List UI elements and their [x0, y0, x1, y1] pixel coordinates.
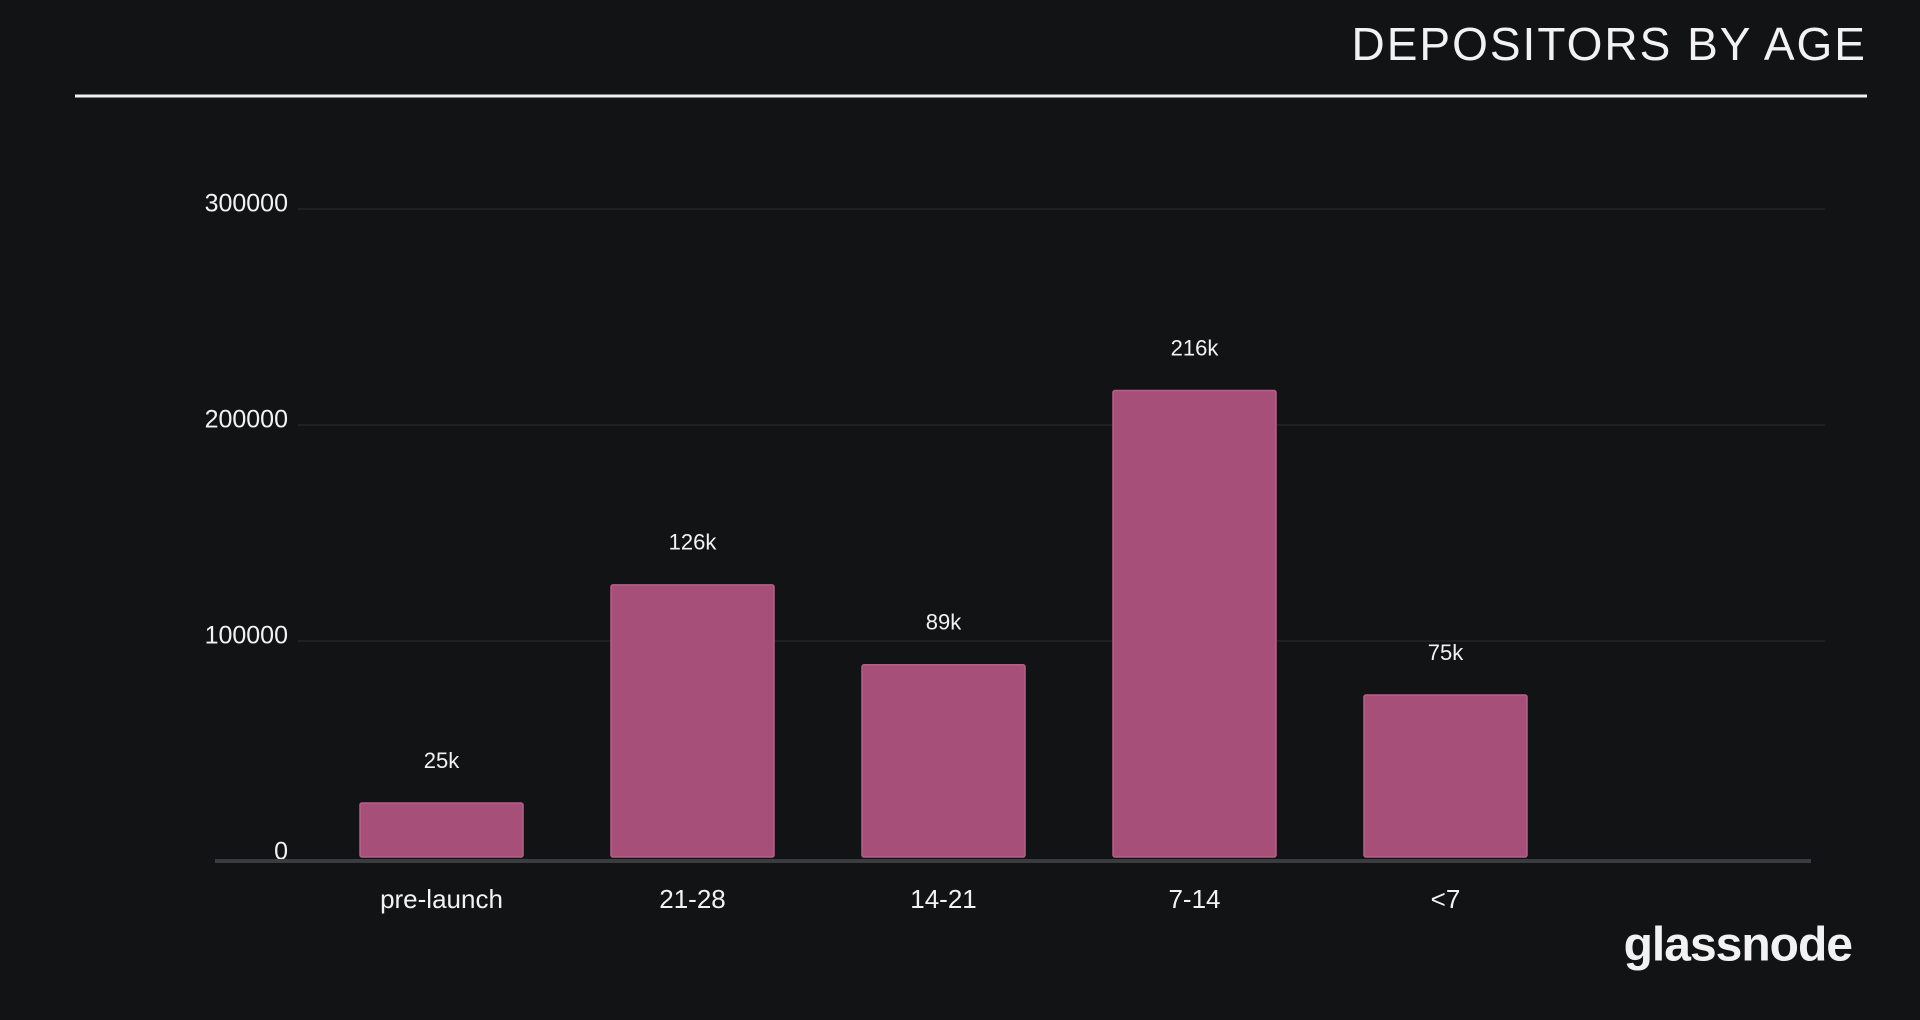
bar	[359, 802, 524, 858]
bar	[610, 584, 775, 858]
bar	[861, 664, 1026, 858]
data-label: 75k	[1428, 640, 1464, 665]
x-tick-label: 14-21	[910, 884, 977, 914]
bar	[1363, 694, 1528, 858]
y-tick-label: 0	[274, 838, 288, 866]
bar	[1112, 389, 1277, 858]
y-tick-label: 200000	[205, 406, 288, 434]
y-tick-label: 300000	[205, 190, 288, 218]
data-label: 25k	[424, 748, 460, 773]
y-tick-label: 100000	[205, 622, 288, 650]
data-label: 89k	[926, 610, 962, 635]
data-label: 216k	[1171, 335, 1220, 360]
chart-title: DEPOSITORS BY AGE	[1352, 18, 1867, 70]
x-tick-label: 7-14	[1168, 884, 1220, 914]
data-label: 126k	[669, 530, 718, 555]
x-tick-label: 21-28	[659, 884, 726, 914]
x-tick-label: pre-launch	[380, 884, 503, 914]
brand-logo: glassnode	[1624, 919, 1853, 972]
x-tick-label: <7	[1431, 884, 1461, 914]
